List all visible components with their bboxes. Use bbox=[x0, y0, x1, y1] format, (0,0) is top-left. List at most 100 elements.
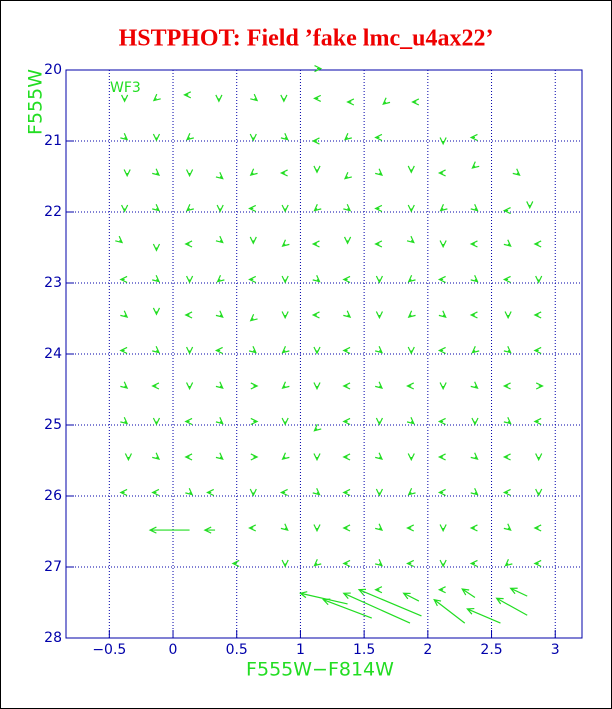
vector-arrow bbox=[119, 346, 128, 355]
vector-arrow bbox=[185, 382, 194, 391]
x-tick-label: 0.5 bbox=[226, 642, 248, 658]
vector-arrow bbox=[502, 275, 511, 284]
y-tick-label: 25 bbox=[44, 417, 62, 433]
vector-arrow bbox=[535, 453, 543, 462]
x-tick-label: −0.5 bbox=[92, 642, 126, 658]
vector-arrow bbox=[469, 524, 478, 532]
vector-arrow bbox=[250, 453, 259, 461]
vector-arrow bbox=[342, 592, 411, 624]
vector-arrow bbox=[407, 274, 416, 283]
vector-arrow bbox=[215, 94, 223, 103]
vector-arrow bbox=[357, 588, 422, 617]
vector-arrow bbox=[509, 587, 528, 597]
vector-arrow bbox=[184, 417, 193, 426]
vector-arrow bbox=[411, 98, 420, 106]
vector-arrow bbox=[281, 452, 290, 460]
vector-arrow bbox=[216, 204, 224, 213]
vector-arrow bbox=[313, 165, 321, 174]
vector-arrow bbox=[502, 382, 511, 390]
vector-arrow bbox=[312, 487, 321, 496]
vector-arrow bbox=[215, 235, 224, 244]
vector-arrow bbox=[406, 524, 415, 532]
vector-arrow bbox=[280, 94, 288, 103]
vector-arrow bbox=[343, 172, 352, 180]
vector-arrow bbox=[406, 382, 415, 390]
vector-arrow bbox=[533, 559, 542, 568]
vector-arrow bbox=[152, 307, 161, 316]
vector-arrow bbox=[512, 168, 521, 176]
vector-arrow bbox=[279, 488, 288, 497]
vector-arrow bbox=[471, 161, 480, 169]
vector-arrow bbox=[470, 274, 479, 283]
vector-arrow bbox=[375, 381, 384, 389]
vector-arrow bbox=[375, 168, 384, 176]
vector-arrow bbox=[502, 206, 511, 215]
vector-arrow bbox=[433, 598, 466, 624]
vector-arrow bbox=[185, 132, 194, 141]
vector-arrow bbox=[375, 275, 384, 284]
annotation: WF3 bbox=[110, 80, 141, 96]
vector-arrow bbox=[152, 243, 161, 252]
vector-arrow bbox=[535, 382, 544, 390]
vector-arrow bbox=[346, 98, 355, 106]
vector-arrow bbox=[469, 559, 478, 568]
vector-arrow bbox=[123, 169, 131, 178]
vector-arrow bbox=[119, 275, 128, 284]
vector-arrow bbox=[439, 559, 447, 568]
vector-arrow bbox=[343, 310, 352, 318]
vector-arrow bbox=[437, 586, 446, 594]
vector-arrow bbox=[502, 488, 511, 497]
vector-arrow bbox=[215, 416, 224, 425]
vector-arrow bbox=[281, 311, 289, 320]
vector-arrow bbox=[311, 137, 320, 145]
vector-arrow bbox=[535, 488, 543, 497]
vector-arrow bbox=[280, 523, 289, 531]
vector-arrow bbox=[281, 559, 289, 568]
vector-arrow bbox=[375, 417, 384, 426]
vector-arrow bbox=[313, 524, 321, 533]
vector-arrow bbox=[406, 559, 415, 568]
vector-arrow bbox=[231, 559, 240, 568]
vector-arrow bbox=[407, 204, 415, 213]
vector-arrow bbox=[313, 382, 321, 391]
x-tick-label: 1.5 bbox=[353, 642, 375, 658]
vector-arrow bbox=[250, 382, 259, 390]
plot-frame bbox=[65, 69, 583, 639]
vector-arrow bbox=[313, 346, 321, 355]
vector-arrow bbox=[313, 203, 322, 212]
vector-arrow bbox=[342, 559, 351, 568]
vector-arrow bbox=[502, 453, 511, 461]
vector-arrow bbox=[250, 93, 259, 102]
y-tick-label: 26 bbox=[44, 488, 62, 504]
vector-arrow bbox=[374, 586, 383, 594]
vector-arrow bbox=[184, 311, 193, 319]
vector-arrow bbox=[281, 345, 290, 354]
vector-arrow bbox=[375, 345, 384, 354]
vector-arrow bbox=[248, 204, 257, 213]
vector-arrow bbox=[124, 453, 133, 462]
vector-arrow bbox=[342, 488, 351, 497]
y-tick-label: 27 bbox=[44, 559, 62, 575]
vector-arrow bbox=[374, 240, 383, 248]
vector-arrow bbox=[206, 488, 214, 497]
vector-arrow bbox=[437, 346, 446, 355]
y-tick-label: 28 bbox=[44, 630, 62, 646]
vector-arrow bbox=[504, 311, 512, 320]
vector-arrow bbox=[469, 311, 478, 319]
vector-arrow bbox=[121, 94, 129, 103]
y-tick-label: 20 bbox=[44, 62, 62, 78]
vector-arrow bbox=[152, 93, 161, 102]
vector-arrow bbox=[152, 133, 161, 142]
vector-arrow bbox=[470, 452, 479, 460]
vector-arrow bbox=[185, 487, 194, 496]
vector-arrow bbox=[437, 453, 446, 461]
vector-arrow bbox=[533, 417, 542, 426]
vector-arrow bbox=[503, 239, 512, 247]
vector-arrow bbox=[249, 168, 258, 176]
vector-arrow bbox=[152, 203, 161, 212]
vector-arrow bbox=[184, 240, 193, 248]
vector-arrow bbox=[185, 169, 194, 178]
vector-arrow bbox=[115, 235, 124, 244]
vector-arrow bbox=[343, 132, 352, 141]
vector-arrow bbox=[215, 310, 224, 318]
